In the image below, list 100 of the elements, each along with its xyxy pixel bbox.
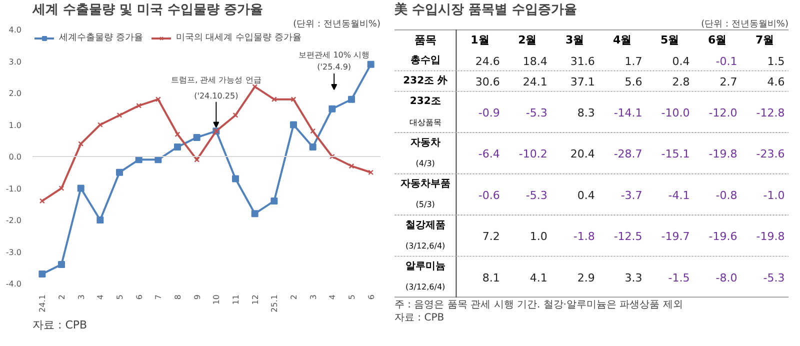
x-tick-label: 5 — [348, 294, 356, 300]
x-tick-label: 1월 — [470, 33, 490, 46]
data-label: 31.6 — [570, 54, 595, 68]
data-label: 37.1 — [570, 76, 595, 89]
data-label: 2.9 — [577, 271, 595, 284]
data-label: 8.1 — [482, 271, 500, 284]
data-label: 8.3 — [577, 106, 595, 120]
data-label: -12.0 — [708, 106, 738, 120]
y-tick-label: 자동차 (4/3) — [410, 137, 440, 168]
data-label: -1.8 — [573, 230, 595, 244]
x-tick-label: 6월 — [708, 33, 727, 46]
y-tick-label: 232조 外 — [403, 74, 449, 87]
x-tick-label: 3 — [76, 294, 86, 300]
y-tick-label: 총수입 — [410, 54, 440, 66]
data-label: 2.8 — [672, 76, 690, 89]
text: 주 : 음영은 품목 관세 시행 기간. 철강·알루미늄은 파생상품 제외 — [394, 300, 683, 310]
x-tick-label: 5 — [116, 294, 124, 300]
data-label: 24.6 — [475, 54, 500, 68]
data-label: -28.7 — [614, 148, 642, 161]
x-tick-label: 10 — [212, 294, 222, 305]
data-label: -10.2 — [518, 148, 548, 161]
x-tick-label: 6 — [134, 294, 144, 300]
x-tick-label: 2월 — [518, 33, 537, 46]
data-label: 2.7 — [720, 76, 738, 89]
data-label: 18.4 — [522, 54, 548, 68]
y-tick-label: 3.0 — [8, 57, 22, 66]
x-tick-label: 6 — [366, 294, 376, 300]
data-label: -19.6 — [708, 230, 738, 244]
legend-label: 미국의 대세계 수입물량 증가율 — [176, 32, 302, 44]
data-label: -12.5 — [614, 230, 642, 244]
x-tick-label: 8 — [174, 294, 182, 300]
y-tick-label: 철강제품 (3/12,6/4) — [405, 220, 446, 250]
x-tick-label: 7월 — [755, 33, 774, 46]
x-tick-label: 3 — [308, 294, 318, 300]
x-tick-label: 3월 — [566, 33, 584, 46]
x-tick-label: 4 — [328, 294, 338, 300]
data-label: 3.3 — [624, 271, 642, 284]
chart-title: 美 수입시장 품목별 수입증가율 — [394, 2, 578, 18]
data-label: -19.8 — [708, 148, 738, 161]
data-label: 0.4 — [672, 54, 690, 68]
data-label: 7.2 — [482, 230, 500, 244]
x-tick-label: 2 — [290, 294, 298, 300]
data-label: -1.0 — [763, 188, 785, 202]
annotation: 트럼프, 관세 가능성 언급 ('24.10.25) — [171, 75, 262, 100]
chart-subtitle: (단위 : 전년동월비%) — [701, 20, 788, 30]
data-label: 4.6 — [767, 76, 785, 89]
data-label: 30.6 — [475, 76, 500, 89]
data-label: 1.5 — [767, 54, 785, 68]
data-label: -5.3 — [526, 106, 548, 120]
text: 자료 : CPB — [32, 318, 88, 332]
data-label: -0.9 — [478, 106, 500, 120]
legend-label: 세계수출물량 증가율 — [59, 32, 143, 44]
x-tick-label: 5월 — [660, 33, 680, 46]
y-tick-label: -4.0 — [6, 280, 22, 288]
data-label: -0.1 — [716, 54, 738, 68]
data-label: -19.8 — [756, 230, 785, 244]
y-tick-label: 0.0 — [8, 152, 22, 162]
y-tick-label: 232조 대상품목 — [409, 96, 442, 127]
data-label: -6.4 — [478, 148, 500, 161]
x-tick-label: 25.1 — [270, 294, 280, 312]
data-label: 20.4 — [570, 148, 595, 161]
x-tick-label: 4 — [96, 294, 106, 300]
data-label: -12.8 — [756, 106, 785, 120]
x-tick-label: 24.1 — [38, 294, 48, 312]
data-label: -0.6 — [478, 188, 500, 202]
annotation: 보편관세 10% 시행 ('25.4.9) — [298, 50, 370, 72]
x-tick-label: 9 — [192, 294, 202, 300]
y-tick-label: -1.0 — [6, 184, 22, 194]
data-label: -15.1 — [661, 148, 690, 161]
data-label: -1.5 — [668, 271, 690, 284]
data-label: -3.7 — [620, 188, 642, 202]
text: 자료 : CPB — [394, 312, 444, 324]
data-label: -5.3 — [526, 188, 548, 202]
y-tick-label: 2.0 — [8, 89, 22, 98]
data-label: -14.1 — [614, 106, 642, 120]
x-tick-label: 7 — [154, 294, 164, 300]
x-tick-label: 2 — [58, 294, 66, 300]
data-label: 24.1 — [522, 76, 548, 89]
data-label: -4.1 — [668, 188, 690, 202]
x-tick-label: 12 — [250, 294, 260, 305]
y-tick-label: 1.0 — [8, 120, 22, 130]
x-tick-label: 4월 — [613, 33, 632, 46]
y-tick-label: -3.0 — [6, 248, 22, 257]
data-label: 1.0 — [530, 230, 548, 244]
y-tick-label: 자동차부품 (5/3) — [400, 178, 450, 210]
y-axis-title: 품목 — [414, 33, 436, 46]
data-label: 4.1 — [530, 271, 548, 284]
data-label: 0.4 — [577, 188, 595, 202]
data-label: -23.6 — [756, 148, 785, 161]
data-label: -8.0 — [716, 271, 738, 284]
data-label: -0.8 — [716, 188, 738, 202]
data-label: 1.7 — [624, 54, 642, 68]
data-label: -19.7 — [661, 230, 690, 244]
y-tick-label: 4.0 — [8, 26, 22, 34]
chart-title: 세계 수출물량 및 미국 수입물량 증가율 — [32, 2, 264, 18]
y-tick-label: 알루미늄 (3/12,6/4) — [405, 261, 446, 292]
y-tick-label: -2.0 — [6, 216, 22, 225]
chart-subtitle: (단위 : 전년동월비%) — [293, 20, 380, 30]
data-label: -5.3 — [763, 271, 785, 284]
data-label: 5.6 — [624, 76, 642, 89]
